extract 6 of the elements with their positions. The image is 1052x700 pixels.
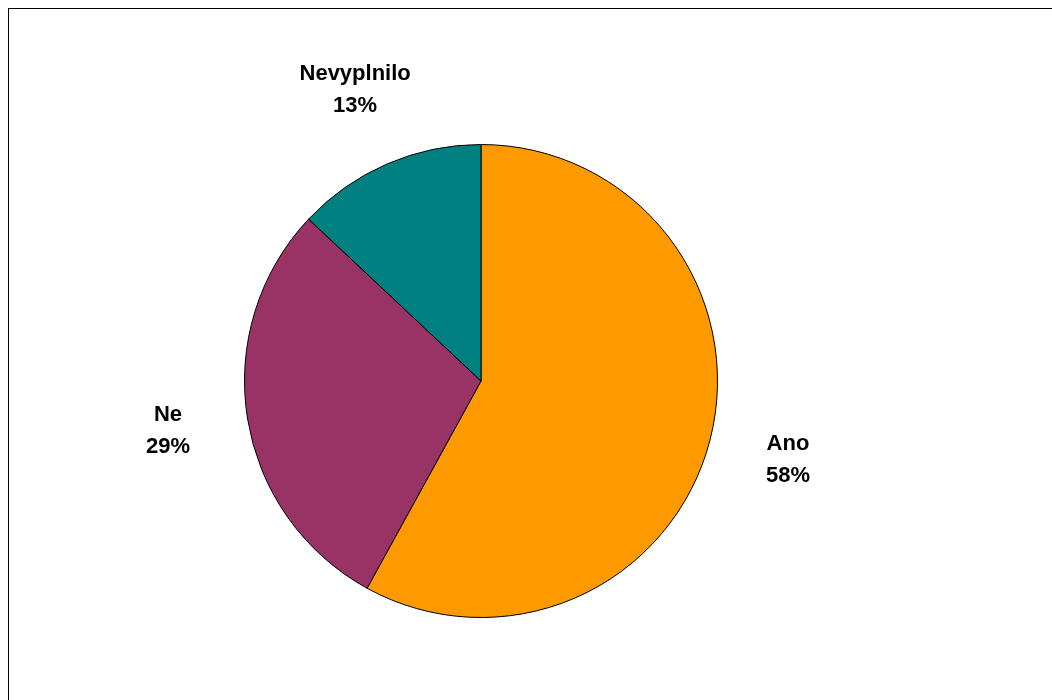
data-label: 13% — [333, 92, 378, 118]
slice-label: Ano — [766, 429, 810, 455]
slice-label: Nevyplnilo — [299, 60, 411, 86]
data-label: 29% — [145, 432, 191, 458]
slice-label: Ne — [153, 400, 183, 426]
data-label: 58% — [765, 461, 810, 487]
